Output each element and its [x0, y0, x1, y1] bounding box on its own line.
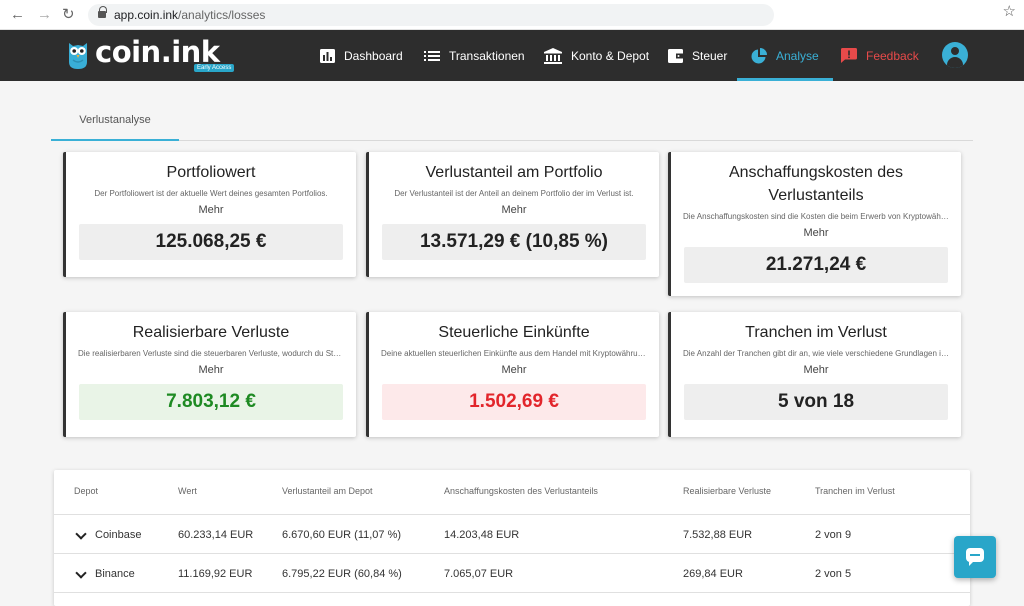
nav-label: Transaktionen — [449, 48, 525, 63]
chat-bubble-icon — [966, 548, 984, 566]
table-row[interactable]: Coinbase 60.233,14 EUR 6.670,60 EUR (11,… — [54, 514, 970, 553]
table-cell: Coinbase — [95, 529, 142, 541]
nav-transaktionen[interactable]: Transaktionen — [424, 30, 525, 81]
table-row[interactable]: Binance 11.169,92 EUR 6.795,22 EUR (60,8… — [54, 553, 970, 592]
more-link[interactable]: Mehr — [803, 227, 829, 239]
card-value: 1.502,69 € — [382, 384, 646, 420]
table-cell: 6.670,60 EUR (11,07 %) — [282, 529, 402, 541]
table-cell: 7.065,07 EUR — [444, 568, 514, 580]
reload-icon[interactable]: ↻ — [62, 6, 75, 23]
card-description: Der Portfoliowert ist der aktuelle Wert … — [94, 189, 328, 198]
app-header: coin.ink Early Access Dashboard Transakt… — [0, 30, 1024, 81]
card-title: Portfoliowert — [166, 164, 256, 181]
chevron-down-icon[interactable] — [75, 567, 87, 579]
chat-button[interactable] — [954, 536, 996, 578]
depot-table: Depot Wert Verlustanteil am Depot Anscha… — [54, 470, 970, 606]
brand-name: coin.ink — [95, 35, 220, 69]
more-link[interactable]: Mehr — [501, 204, 527, 216]
chevron-down-icon[interactable] — [75, 528, 87, 540]
card-value: 5 von 18 — [684, 384, 948, 420]
tab-verlustanalyse[interactable]: Verlustanalyse — [51, 100, 179, 141]
bar-chart-icon — [320, 48, 335, 63]
nav-label: Analyse — [776, 48, 819, 63]
card-value: 125.068,25 € — [79, 224, 343, 260]
card-title: Verlustanteil am Portfolio — [425, 164, 603, 181]
table-row-partial — [54, 592, 970, 606]
column-header: Anschaffungskosten des Verlustanteils — [444, 486, 598, 496]
table-cell: Binance — [95, 568, 135, 580]
card-steuerliche-einkuenfte: Steuerliche Einkünfte Deine aktuellen st… — [366, 312, 659, 437]
user-avatar-icon[interactable] — [942, 42, 968, 68]
card-title: Anschaffungskosten des Verlustanteils — [728, 164, 904, 204]
tab-bar: Verlustanalyse — [51, 100, 973, 141]
browser-toolbar: ← → ↻ app.coin.ink/analytics/losses ☆ — [0, 0, 1024, 30]
owl-logo-icon — [69, 43, 87, 69]
column-header: Wert — [178, 486, 197, 496]
nav-label: Feedback — [866, 48, 919, 63]
table-cell: 14.203,48 EUR — [444, 529, 520, 541]
card-title: Tranchen im Verlust — [745, 324, 887, 341]
table-cell: 11.169,92 EUR — [178, 568, 253, 580]
wallet-icon — [668, 48, 683, 63]
card-description: Die realisierbaren Verluste sind die ste… — [78, 349, 356, 358]
table-cell: 269,84 EUR — [683, 568, 743, 580]
nav-konto-depot[interactable]: Konto & Depot — [544, 30, 649, 81]
pie-chart-icon — [751, 47, 767, 63]
card-portfoliowert: Portfoliowert Der Portfoliowert ist der … — [63, 152, 356, 277]
url-text: app.coin.ink/analytics/losses — [114, 8, 266, 22]
card-value: 21.271,24 € — [684, 247, 948, 283]
card-verlustanteil: Verlustanteil am Portfolio Der Verlustan… — [366, 152, 659, 277]
more-link[interactable]: Mehr — [198, 204, 224, 216]
column-header: Realisierbare Verluste — [683, 486, 772, 496]
early-access-badge: Early Access — [194, 64, 235, 72]
back-arrow-icon[interactable]: ← — [10, 6, 25, 23]
more-link[interactable]: Mehr — [501, 364, 527, 376]
table-cell: 2 von 5 — [815, 568, 852, 580]
nav-label: Dashboard — [344, 48, 403, 63]
more-link[interactable]: Mehr — [803, 364, 829, 376]
table-cell: 7.532,88 EUR — [683, 529, 753, 541]
card-tranchen-im-verlust: Tranchen im Verlust Die Anzahl der Tranc… — [668, 312, 961, 437]
forward-arrow-icon[interactable]: → — [37, 6, 52, 23]
card-description: Die Anschaffungskosten sind die Kosten d… — [683, 212, 961, 221]
card-description: Der Verlustanteil ist der Anteil an dein… — [394, 189, 634, 198]
card-realisierbare-verluste: Realisierbare Verluste Die realisierbare… — [63, 312, 356, 437]
nav-label: Steuer — [692, 48, 728, 63]
address-bar[interactable]: app.coin.ink/analytics/losses — [88, 4, 774, 26]
column-header: Tranchen im Verlust — [815, 486, 895, 496]
bookmark-star-icon[interactable]: ☆ — [1002, 3, 1016, 20]
feedback-icon — [841, 48, 857, 63]
nav-analyse[interactable]: Analyse — [737, 30, 833, 81]
nav-dashboard[interactable]: Dashboard — [320, 30, 403, 81]
list-icon — [424, 50, 440, 61]
nav-steuer[interactable]: Steuer — [668, 30, 727, 81]
card-description: Deine aktuellen steuerlichen Einkünfte a… — [381, 349, 658, 358]
table-cell: 2 von 9 — [815, 529, 852, 541]
column-header: Depot — [74, 486, 99, 496]
card-title: Steuerliche Einkünfte — [438, 324, 590, 341]
card-title: Realisierbare Verluste — [132, 324, 290, 341]
bank-icon — [544, 47, 562, 64]
nav-label: Konto & Depot — [571, 48, 650, 63]
table-cell: 60.233,14 EUR — [178, 529, 254, 541]
lock-icon — [98, 6, 107, 19]
column-header: Verlustanteil am Depot — [282, 486, 373, 496]
card-anschaffungskosten: Anschaffungskosten des Verlustanteils Di… — [668, 152, 961, 296]
table-cell: 6.795,22 EUR (60,84 %) — [282, 568, 402, 580]
card-value: 7.803,12 € — [79, 384, 343, 420]
card-description: Die Anzahl der Tranchen gibt dir an, wie… — [683, 349, 961, 358]
card-value: 13.571,29 € (10,85 %) — [382, 224, 646, 260]
more-link[interactable]: Mehr — [198, 364, 224, 376]
nav-feedback[interactable]: Feedback — [841, 30, 919, 81]
